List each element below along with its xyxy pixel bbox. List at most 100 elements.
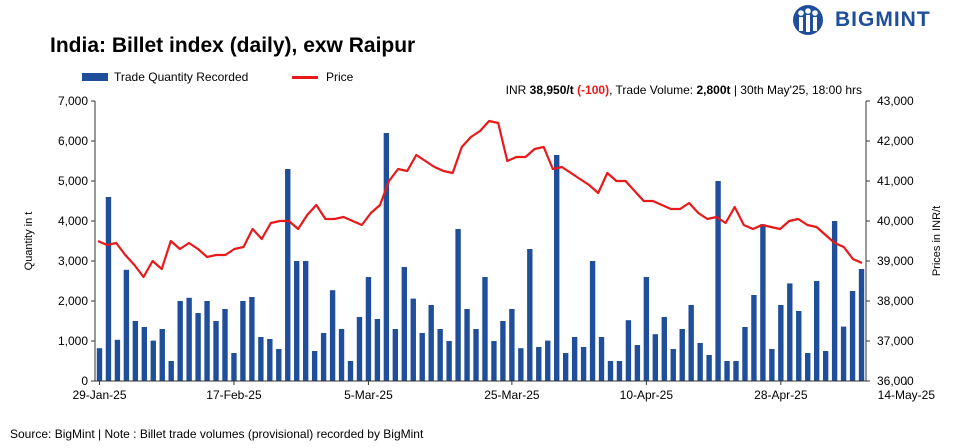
quantity-bar [320, 333, 327, 381]
quantity-bar [455, 229, 461, 381]
quantity-bar [428, 305, 434, 381]
quantity-bar [778, 305, 784, 381]
x-tick-label: 29-Jan-25 [72, 388, 126, 402]
quantity-bar [580, 347, 587, 381]
left-tick-label: 5,000 [58, 174, 88, 188]
quantity-bar [473, 329, 479, 381]
price-line [97, 119, 863, 279]
left-tick-label: 7,000 [58, 94, 88, 108]
x-tick-label: 14-May-25 [878, 388, 936, 402]
quantity-bar [177, 301, 183, 381]
right-axis-title: Prices in INR/t [931, 206, 943, 276]
quantity-bar [536, 347, 542, 381]
quantity-bar [141, 327, 147, 381]
quantity-bar [114, 339, 121, 381]
left-tick-label: 0 [81, 374, 88, 388]
quantity-bar [276, 349, 282, 381]
quantity-bar [204, 301, 210, 381]
quantity-bar [302, 261, 309, 381]
quantity-bar [769, 349, 775, 381]
quantity-bar [383, 133, 390, 381]
right-tick-label: 43,000 [877, 94, 914, 108]
quantity-bar [437, 329, 443, 381]
quantity-bar [625, 320, 632, 381]
quantity-bar [186, 297, 192, 381]
quantity-bar [159, 329, 165, 381]
left-tick-label: 3,000 [58, 254, 88, 268]
quantity-bar [858, 269, 865, 381]
quantity-bar [724, 361, 730, 381]
left-tick-label: 4,000 [58, 214, 88, 228]
info-volume: 2,800t [696, 83, 731, 97]
legend-bar-swatch [82, 73, 108, 81]
quantity-bar [598, 337, 605, 381]
quantity-bar [589, 261, 596, 381]
quantity-bar [195, 313, 201, 381]
source-note: Source: BigMint | Note : Billet trade vo… [10, 427, 424, 441]
quantity-bar [491, 341, 497, 381]
info-volume-label: , Trade Volume: [609, 83, 694, 97]
quantity-bar [294, 261, 300, 381]
quantity-bar [562, 353, 569, 381]
right-tick-label: 41,000 [877, 174, 914, 188]
right-tick-label: 38,000 [877, 294, 914, 308]
quantity-bar [410, 298, 416, 381]
quantity-bar [545, 340, 551, 381]
quantity-bar [679, 329, 685, 381]
info-change: (-100) [577, 83, 610, 97]
right-tick-label: 42,000 [877, 134, 914, 148]
quantity-bar [742, 327, 748, 381]
info-prefix: INR [505, 83, 527, 97]
quantity-bar [249, 297, 255, 381]
quantity-bar [419, 333, 425, 381]
quantity-bar [733, 361, 739, 381]
right-tick-label: 36,000 [877, 374, 914, 388]
quantity-bar [805, 353, 811, 381]
brand-name: BIGMINT [835, 8, 931, 31]
info-datetime: | 30th May'25, 18:00 hrs [733, 83, 862, 97]
legend-bars: Trade Quantity Recorded [82, 70, 248, 84]
quantity-bar [643, 277, 650, 381]
left-tick-label: 1,000 [58, 334, 88, 348]
left-tick-label: 6,000 [58, 134, 88, 148]
price-info: INR 38,950/t (-100), Trade Volume: 2,800… [506, 83, 862, 97]
quantity-bar [840, 326, 847, 381]
quantity-bar [365, 277, 372, 381]
quantity-bar [527, 249, 533, 381]
quantity-bar [822, 351, 829, 381]
bigmint-logo-icon [793, 5, 823, 35]
quantity-bar [706, 355, 712, 381]
quantity-bar [518, 348, 524, 381]
quantity-bar [123, 269, 130, 381]
left-tick-label: 2,000 [58, 294, 88, 308]
quantity-bar [168, 361, 174, 381]
left-axis-title: Quantity in t [23, 212, 35, 271]
quantity-bar [814, 281, 820, 381]
legend-line-label: Price [326, 70, 354, 84]
quantity-bar [338, 329, 345, 381]
quantity-bar [849, 291, 856, 381]
quantity-bar [347, 361, 354, 381]
quantity-bar [213, 321, 219, 381]
quantity-bar [285, 169, 291, 381]
quantity-bar [571, 337, 578, 381]
quantity-bar [392, 329, 399, 381]
quantity-bar [787, 283, 793, 381]
quantity-bar [500, 321, 506, 381]
quantity-bar [464, 309, 470, 381]
quantity-bar [132, 321, 139, 381]
quantity-bar [96, 348, 103, 381]
quantity-bar [150, 340, 156, 381]
quantity-bar [688, 305, 694, 381]
quantity-bar [329, 290, 336, 381]
quantity-bar [670, 349, 676, 381]
quantity-bar [796, 311, 802, 381]
chart-title: India: Billet index (daily), exw Raipur [50, 34, 416, 57]
quantity-bar [634, 345, 641, 381]
quantity-bar [607, 361, 614, 381]
right-tick-label: 39,000 [877, 254, 914, 268]
quantity-bar [105, 197, 112, 381]
quantity-bar [258, 337, 264, 381]
x-tick-label: 25-Mar-25 [484, 388, 540, 402]
